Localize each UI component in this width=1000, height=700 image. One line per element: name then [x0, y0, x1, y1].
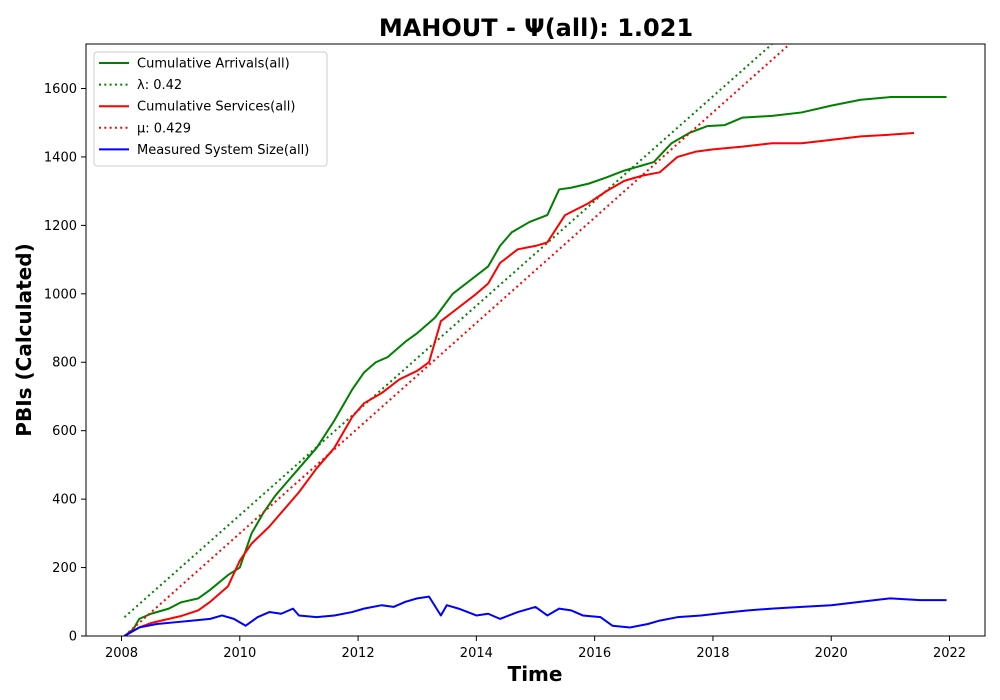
legend: Cumulative Arrivals(all) λ: 0.42 Cumulativ… [93, 51, 328, 167]
x-axis-label: Time [508, 662, 563, 686]
legend-label: Cumulative Services(all) [137, 100, 295, 115]
y-axis: 0 200 400 600 800 1000 1200 1400 1600 [44, 82, 86, 645]
y-tick-label: 1400 [44, 150, 77, 165]
y-tick-label: 600 [52, 424, 77, 439]
y-tick-label: 1000 [44, 287, 77, 302]
x-tick-label: 2014 [460, 646, 493, 661]
x-tick-label: 2018 [696, 646, 729, 661]
x-tick-label: 2022 [933, 646, 966, 661]
series-line-cumulative-services-all [123, 131, 915, 636]
series-line-0-42 [123, 44, 773, 618]
legend-label: μ: 0.429 [137, 121, 191, 136]
y-tick-label: 400 [52, 493, 77, 508]
plot-frame [85, 43, 986, 637]
legend-box [93, 51, 328, 167]
y-tick-label: 1200 [44, 219, 77, 234]
y-tick-label: 200 [52, 561, 77, 576]
series-line-0-429 [123, 44, 791, 636]
y-tick-label: 800 [52, 356, 77, 371]
y-axis-label: PBIs (Calculated) [12, 243, 36, 436]
series-line-cumulative-arrivals-all [123, 96, 947, 636]
legend-label: Cumulative Arrivals(all) [137, 57, 290, 72]
legend-label: λ: 0.42 [137, 78, 182, 93]
x-axis: 2008 2010 2012 2014 2016 2018 2020 2022 [105, 636, 966, 661]
x-tick-label: 2020 [815, 646, 848, 661]
chart-title: MAHOUT - Ψ(all): 1.021 [379, 14, 693, 42]
x-tick-label: 2016 [578, 646, 611, 661]
plot-area [123, 44, 947, 636]
y-tick-label: 0 [69, 630, 77, 645]
series-line-measured-system-size-all [123, 595, 947, 636]
y-tick-label: 1600 [44, 82, 77, 97]
x-tick-label: 2010 [223, 646, 256, 661]
x-tick-label: 2012 [342, 646, 375, 661]
legend-label: Measured System Size(all) [137, 143, 309, 158]
x-tick-label: 2008 [105, 646, 138, 661]
